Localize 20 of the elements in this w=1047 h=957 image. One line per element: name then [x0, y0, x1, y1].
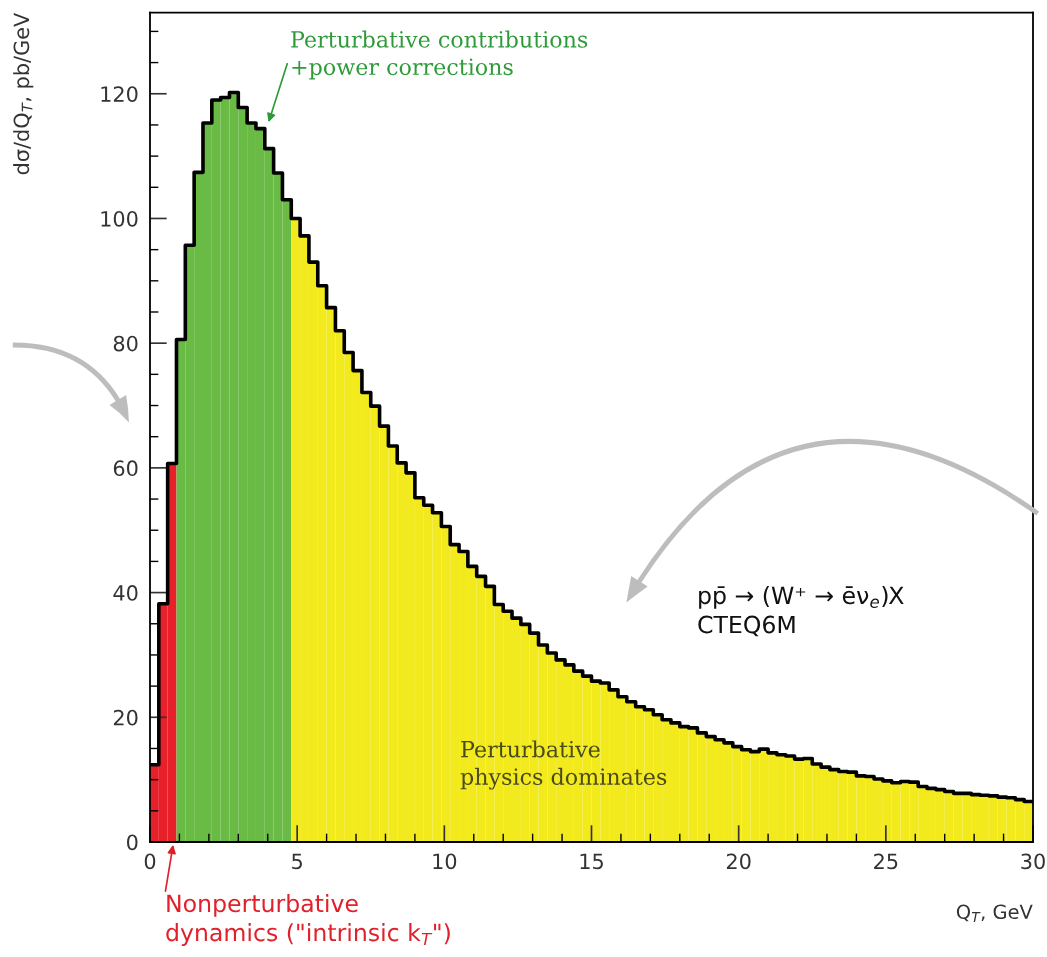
- x-tick-label: 30: [1021, 853, 1045, 870]
- y-tick-label: 40: [113, 585, 138, 601]
- x-tick-label: 10: [433, 853, 457, 870]
- y-tick-label: 0: [127, 834, 138, 851]
- x-tick-label: 25: [874, 853, 898, 870]
- annotation: Perturbative contributions +power corrections: [291, 30, 588, 80]
- x-tick-label: 0: [144, 853, 156, 870]
- text: pp̄ → (W⁺ → ēν$_{e}$)X CTEQ6M: [698, 585, 904, 637]
- annotation: Perturbative physics dominates: [460, 740, 667, 790]
- y-tick-label: 80: [113, 335, 138, 352]
- y-tick-label: 20: [113, 709, 138, 726]
- x-tick-label: 5: [292, 853, 302, 870]
- annotation: Nonperturbative dynamics ("intrinsic k$_{T}$"): [166, 893, 450, 946]
- y-tick-label: 60: [113, 460, 138, 477]
- x-tick-label: 20: [726, 853, 751, 870]
- y-tick-label: 100: [101, 210, 138, 227]
- x-tick-label: 15: [580, 853, 603, 870]
- y-tick-label: 120: [101, 86, 138, 102]
- x-axis-title: Q$_{T}$, GeV: [956, 904, 1033, 923]
- y-axis-title: dσ/dQ$_{T}$, pb/GeV: [13, 12, 34, 175]
